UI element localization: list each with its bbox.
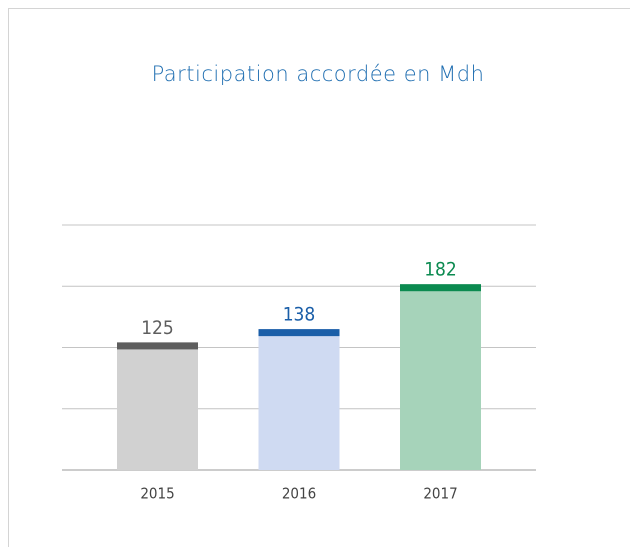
bar-cap — [258, 329, 340, 337]
value-label: 138 — [283, 304, 316, 326]
frame — [8, 8, 630, 547]
chart-title: Participation accordée en Mdh — [152, 62, 485, 86]
x-tick-label: 2016 — [282, 485, 316, 503]
bar — [258, 329, 340, 470]
bar-cap — [400, 284, 481, 292]
bar — [117, 342, 198, 470]
bar — [400, 284, 481, 470]
x-tick-label: 2017 — [423, 485, 457, 503]
value-label: 125 — [141, 317, 174, 339]
x-tick-label: 2015 — [140, 485, 174, 503]
value-label: 182 — [424, 259, 457, 281]
bar-cap — [117, 342, 198, 350]
